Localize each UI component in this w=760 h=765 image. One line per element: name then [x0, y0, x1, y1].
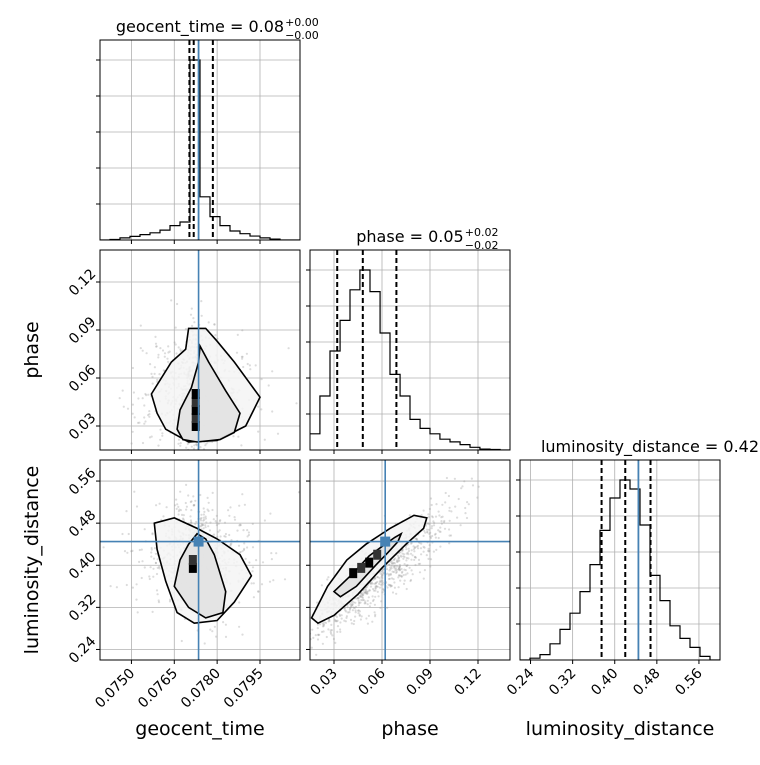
density-core-cell — [191, 413, 200, 423]
panel-frame — [99, 459, 301, 661]
density-core-cell — [349, 568, 358, 579]
panel-frame — [99, 39, 301, 241]
y-tick-label-phase: 0.06 — [66, 362, 99, 395]
density-core-cell — [191, 421, 200, 431]
x-tick-label-geocent_time: 0.0795 — [221, 666, 267, 712]
x-axis-label-luminosity_distance: luminosity_distance — [526, 718, 715, 740]
x-tick-label-luminosity_distance: 0.32 — [546, 666, 579, 699]
y-tick-label-phase: 0.12 — [66, 266, 99, 299]
y-tick-label-luminosity_distance: 0.32 — [66, 591, 99, 624]
panel-title-luminosity_distance: luminosity_distance = 0.42 — [541, 437, 759, 457]
density-core-cell — [188, 562, 197, 573]
title-upper-error: +0.02 — [465, 226, 499, 239]
y-tick-label-luminosity_distance: 0.40 — [66, 549, 99, 582]
y-tick-label-luminosity_distance: 0.56 — [66, 465, 99, 498]
x-axis-label-phase: phase — [381, 718, 438, 740]
x-axis-label-geocent_time: geocent_time — [135, 718, 264, 740]
panel-frame — [99, 249, 301, 451]
y-tick-label-luminosity_distance: 0.48 — [66, 507, 99, 540]
density-core-cell — [188, 555, 197, 565]
panel-frame — [519, 459, 721, 661]
density-core-cell — [365, 557, 374, 568]
panel-frame — [309, 249, 511, 451]
density-core-cell — [191, 405, 200, 415]
contour-inner — [173, 532, 227, 619]
histogram-geocent_time — [100, 59, 300, 240]
x-tick-label-luminosity_distance: 0.40 — [588, 666, 621, 699]
histogram-phase — [310, 269, 510, 450]
density-core-cell — [191, 389, 200, 399]
x-tick-label-phase: 0.06 — [355, 665, 388, 698]
density-core-cell — [357, 562, 366, 573]
y-axis-label-luminosity_distance: luminosity_distance — [21, 466, 43, 655]
x-tick-label-phase: 0.12 — [451, 666, 484, 699]
scatter-panel-phase-vs-geocent_time — [99, 249, 301, 451]
x-tick-label-phase: 0.09 — [403, 666, 436, 699]
x-tick-label-luminosity_distance: 0.48 — [630, 666, 663, 699]
histogram-luminosity_distance — [520, 479, 720, 660]
truth-marker — [193, 536, 204, 547]
x-tick-label-luminosity_distance: 0.24 — [504, 665, 537, 698]
scatter-panel-luminosity_distance-vs-phase — [309, 459, 511, 661]
y-tick-label-phase: 0.09 — [66, 314, 99, 347]
x-tick-label-geocent_time: 0.0750 — [92, 666, 138, 712]
hist-panel-geocent_time: geocent_time = 0.08 +0.00−0.00 — [96, 16, 319, 241]
hist-panel-phase: phase = 0.05 +0.02−0.02 — [306, 226, 511, 451]
y-tick-label-phase: 0.03 — [66, 410, 99, 443]
title-upper-error: +0.00 — [285, 16, 319, 29]
x-tick-label-luminosity_distance: 0.56 — [672, 665, 705, 698]
x-tick-label-phase: 0.03 — [307, 666, 340, 699]
panel-frame — [309, 459, 511, 661]
y-tick-label-luminosity_distance: 0.24 — [66, 633, 99, 666]
scatter-panel-luminosity_distance-vs-geocent_time — [99, 459, 301, 661]
truth-marker — [380, 536, 391, 547]
hist-panel-luminosity_distance: luminosity_distance = 0.42+0.05−0.05 — [516, 437, 759, 661]
x-tick-label-geocent_time: 0.0765 — [135, 666, 181, 712]
panel-title-geocent_time: geocent_time = 0.08 — [116, 17, 284, 37]
panel-title-phase: phase = 0.05 — [356, 227, 463, 246]
title-lower-error: −0.00 — [285, 29, 319, 42]
y-axis-label-phase: phase — [21, 321, 43, 378]
title-lower-error: −0.02 — [465, 239, 499, 252]
density-core-cell — [373, 549, 382, 560]
density-core-cell — [191, 397, 200, 407]
x-tick-label-geocent_time: 0.0780 — [178, 666, 224, 712]
